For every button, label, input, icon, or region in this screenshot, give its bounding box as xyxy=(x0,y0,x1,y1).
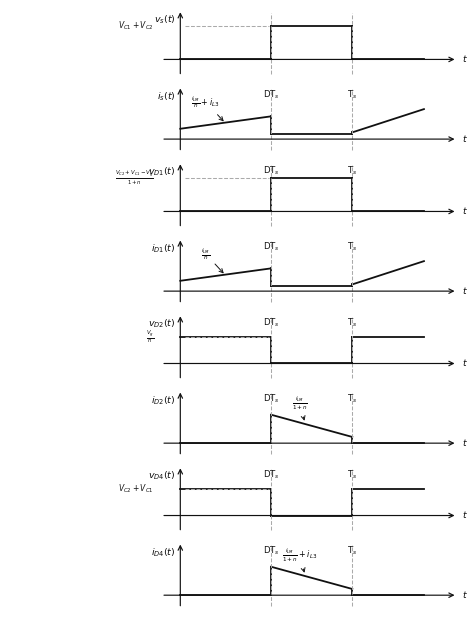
Text: $v_{D2}(t)$: $v_{D2}(t)$ xyxy=(148,317,175,330)
Text: DT$_s$: DT$_s$ xyxy=(263,89,280,101)
Text: T$_s$: T$_s$ xyxy=(347,393,357,405)
Text: $\frac{i_{LM}}{1+n}$: $\frac{i_{LM}}{1+n}$ xyxy=(292,394,308,420)
Text: T$_s$: T$_s$ xyxy=(347,469,357,481)
Text: t: t xyxy=(462,135,466,144)
Text: T$_s$: T$_s$ xyxy=(347,241,357,253)
Text: T$_s$: T$_s$ xyxy=(347,317,357,329)
Text: t: t xyxy=(462,511,466,520)
Text: t: t xyxy=(462,286,466,296)
Text: $v_s(t)$: $v_s(t)$ xyxy=(154,14,175,26)
Text: t: t xyxy=(462,55,466,64)
Text: DT$_s$: DT$_s$ xyxy=(263,545,280,557)
Text: t: t xyxy=(462,439,466,448)
Text: t: t xyxy=(462,591,466,600)
Text: $\frac{V_{C2}+V_{C1}-V_g}{1+n}$: $\frac{V_{C2}+V_{C1}-V_g}{1+n}$ xyxy=(115,169,154,187)
Text: $V_{C1}+V_{C2}$: $V_{C1}+V_{C2}$ xyxy=(118,20,154,32)
Text: DT$_s$: DT$_s$ xyxy=(263,165,280,177)
Text: $\frac{i_{LM}}{n}$: $\frac{i_{LM}}{n}$ xyxy=(201,246,223,273)
Text: T$_s$: T$_s$ xyxy=(347,545,357,557)
Text: $\frac{i_{LM}}{1+n}+i_{L3}$: $\frac{i_{LM}}{1+n}+i_{L3}$ xyxy=(282,546,317,572)
Text: $\frac{V_g}{n}$: $\frac{V_g}{n}$ xyxy=(146,329,154,345)
Text: $v_{D1}(t)$: $v_{D1}(t)$ xyxy=(148,166,175,178)
Text: DT$_s$: DT$_s$ xyxy=(263,317,280,329)
Text: $\frac{i_{LM}}{n}+i_{L3}$: $\frac{i_{LM}}{n}+i_{L3}$ xyxy=(191,94,223,121)
Text: T$_s$: T$_s$ xyxy=(347,89,357,101)
Text: t: t xyxy=(462,359,466,368)
Text: DT$_s$: DT$_s$ xyxy=(263,469,280,481)
Text: $i_{D4}(t)$: $i_{D4}(t)$ xyxy=(151,546,175,559)
Text: t: t xyxy=(462,207,466,216)
Text: $V_{C2}+V_{C1}$: $V_{C2}+V_{C1}$ xyxy=(118,483,154,495)
Text: $i_{D1}(t)$: $i_{D1}(t)$ xyxy=(151,242,175,255)
Text: DT$_s$: DT$_s$ xyxy=(263,393,280,405)
Text: DT$_s$: DT$_s$ xyxy=(263,241,280,253)
Text: T$_s$: T$_s$ xyxy=(347,165,357,177)
Text: $i_{D2}(t)$: $i_{D2}(t)$ xyxy=(151,394,175,407)
Text: $i_s(t)$: $i_s(t)$ xyxy=(157,90,175,103)
Text: $v_{D4}(t)$: $v_{D4}(t)$ xyxy=(148,470,175,482)
